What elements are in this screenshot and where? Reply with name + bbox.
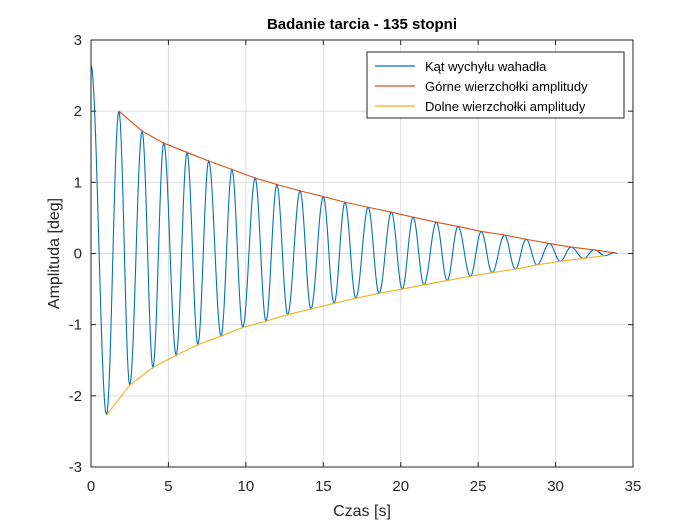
x-tick-label: 5 <box>164 478 172 495</box>
y-tick-label: 3 <box>74 32 82 49</box>
series-lower-envelope-line <box>106 255 606 416</box>
x-tick-label: 10 <box>238 478 255 495</box>
legend-box <box>366 51 625 119</box>
chart-title: Badanie tarcia - 135 stopni <box>267 16 457 33</box>
legend-entry-lower: Dolne wierzchołki amplitudy <box>425 99 586 114</box>
x-axis-label: Czas [s] <box>333 503 391 520</box>
legend: Kąt wychyłu wahadła Górne wierzchołki am… <box>366 51 625 119</box>
x-tick-label: 20 <box>392 478 409 495</box>
x-tick-label: 25 <box>470 478 487 495</box>
legend-entry-upper: Górne wierzchołki amplitudy <box>425 79 588 94</box>
x-tick-label: 30 <box>547 478 564 495</box>
series-angle-line <box>90 64 618 416</box>
y-tick-label: 1 <box>74 174 82 191</box>
series-upper-envelope-line <box>118 110 615 254</box>
y-axis-label: Amplituda [deg] <box>46 198 63 309</box>
y-tick-label: -1 <box>69 317 82 334</box>
legend-entry-angle: Kąt wychyłu wahadła <box>425 59 547 74</box>
x-tick-label: 35 <box>625 478 642 495</box>
y-tick-label: 0 <box>74 246 82 263</box>
y-tick-label: -2 <box>69 388 82 405</box>
x-tick-label: 15 <box>315 478 332 495</box>
plot-area <box>90 64 618 416</box>
y-tick-label: -3 <box>69 459 82 476</box>
y-tick-label: 2 <box>74 103 82 120</box>
x-tick-label: 0 <box>87 478 95 495</box>
axes: 0 5 10 15 20 25 30 35 -3 -2 -1 0 1 2 3 <box>69 32 642 495</box>
